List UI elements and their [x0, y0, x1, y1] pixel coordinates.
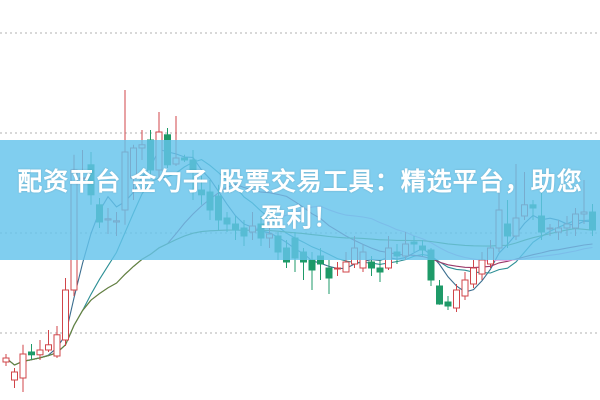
candle-body [436, 285, 443, 305]
candle-body [19, 353, 27, 379]
candle-body [11, 371, 18, 381]
candle-body [470, 267, 477, 285]
candle-body [453, 289, 460, 309]
candle-body [368, 261, 375, 269]
candle-body [376, 267, 384, 273]
banner-text: 配资平台 金勺子 股票交易工具：精选平台，助您盈利！ [17, 167, 583, 232]
promo-banner: 配资平台 金勺子 股票交易工具：精选平台，助您盈利！ [0, 140, 600, 260]
candle-body [2, 357, 10, 363]
candle-body [53, 334, 61, 357]
candle-body [36, 349, 44, 356]
candle-body [478, 259, 486, 275]
candle-body [461, 279, 469, 297]
candle-body [325, 267, 333, 279]
candle-body [342, 261, 350, 273]
candle-body [28, 351, 35, 356]
candle-body [308, 259, 316, 271]
candle-body [45, 344, 52, 351]
candle-body [444, 301, 452, 307]
candle-body [62, 289, 69, 341]
candle-body [334, 267, 341, 270]
